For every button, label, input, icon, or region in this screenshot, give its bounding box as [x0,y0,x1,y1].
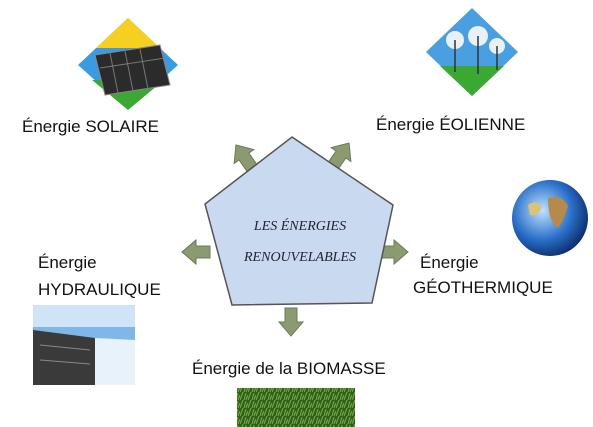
arrow [182,240,210,264]
center-label: LES ÉNERGIES [253,217,346,234]
node-label: GÉOTHERMIQUE [413,278,553,297]
globe-icon [512,180,588,256]
dam-icon [33,305,135,385]
node-label: Énergie de la BIOMASSE [192,359,386,378]
node-label: Énergie SOLAIRE [22,117,159,136]
center-label: RENOUVELABLES [243,250,356,265]
node-label: Énergie ÉOLIENNE [376,115,525,134]
solar-icon [78,18,178,110]
diagram: LES ÉNERGIES RENOUVELABLES Énergie SOLAI… [0,0,593,427]
node-label: Énergie [38,253,97,272]
node-label: HYDRAULIQUE [38,280,161,299]
arrow [279,308,303,336]
node-label: Énergie [420,253,479,272]
wind-icon [426,8,518,96]
grass-icon [237,388,355,427]
